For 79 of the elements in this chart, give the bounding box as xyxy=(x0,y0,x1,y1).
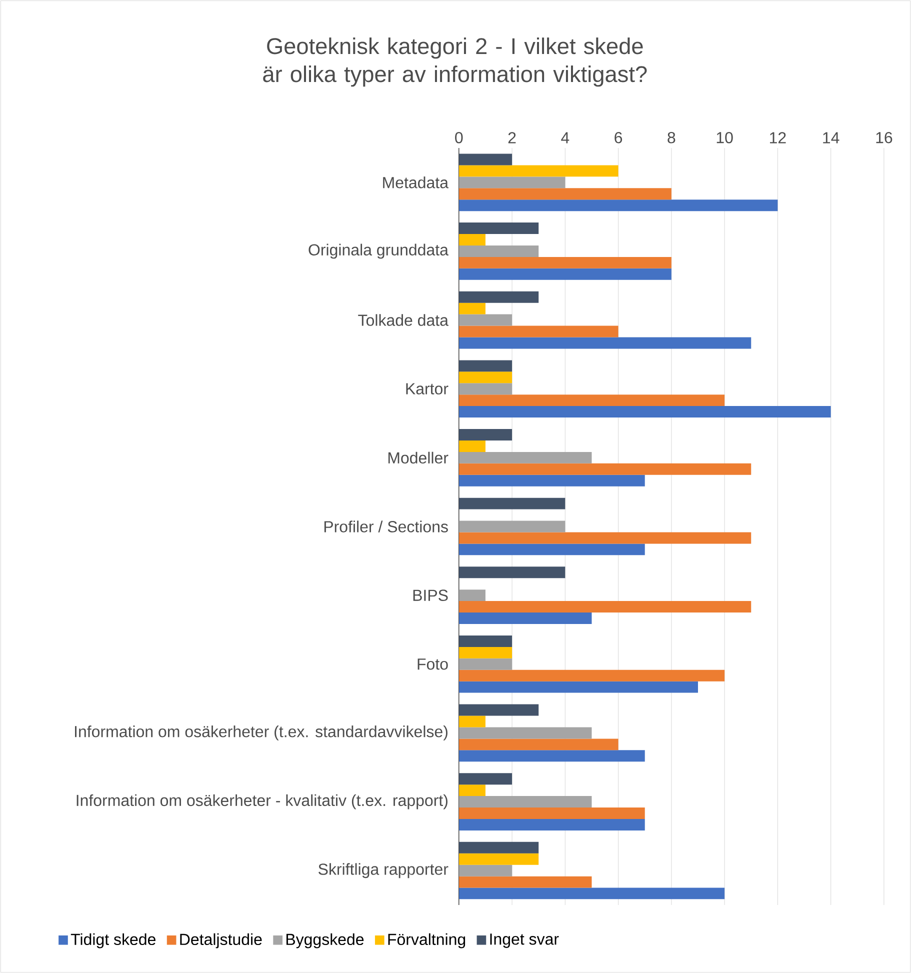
bar xyxy=(458,176,566,188)
bar xyxy=(458,566,566,578)
bar xyxy=(458,268,672,280)
bar xyxy=(458,842,539,854)
bar xyxy=(458,796,592,808)
bar xyxy=(458,440,486,452)
legend-label: Byggskede xyxy=(286,933,364,948)
bar xyxy=(458,498,566,510)
bar xyxy=(458,601,752,613)
x-tick-label: 10 xyxy=(716,132,733,144)
bar xyxy=(458,429,512,440)
bar xyxy=(458,544,645,556)
x-tick-label: 6 xyxy=(614,132,622,144)
bar xyxy=(458,716,486,728)
bar xyxy=(458,888,725,900)
y-tick-label: Tolkade data xyxy=(358,314,449,326)
bar xyxy=(458,704,539,716)
bar xyxy=(458,520,566,532)
bar xyxy=(458,394,725,406)
bar xyxy=(458,360,512,372)
bar xyxy=(458,245,539,257)
legend-label: Inget svar xyxy=(490,934,559,948)
y-tick-label: Metadata xyxy=(383,176,449,188)
y-tick-label: Skriftliga rapporter xyxy=(318,863,448,878)
bar xyxy=(458,853,539,865)
x-tick-label: 14 xyxy=(823,132,840,144)
x-tick-label: 4 xyxy=(561,132,570,144)
bar xyxy=(458,532,752,544)
bar xyxy=(458,876,592,888)
bar xyxy=(458,200,778,212)
bar xyxy=(458,314,512,326)
bar xyxy=(458,750,645,762)
bar xyxy=(458,326,618,338)
bar xyxy=(458,612,592,624)
bar xyxy=(458,165,618,177)
bar xyxy=(458,337,752,349)
x-tick-label: 8 xyxy=(668,132,676,144)
bar xyxy=(458,188,672,200)
x-tick-label: 0 xyxy=(455,132,463,144)
bar xyxy=(458,727,592,739)
bar xyxy=(458,383,512,395)
bar xyxy=(458,452,592,464)
bar xyxy=(458,302,486,314)
y-tick-label: Kartor xyxy=(406,383,448,394)
legend-label: Förvaltning xyxy=(388,933,466,948)
bar xyxy=(458,372,512,384)
bar xyxy=(458,234,486,246)
bar xyxy=(458,670,725,682)
y-tick-label: Information om osäkerheter (t.ex. standardavvikelse) xyxy=(75,726,448,740)
chart-title: Geoteknisk kategori 2 - I vilket skede är olika typer av information viktigast? xyxy=(263,38,647,87)
bar xyxy=(458,590,486,602)
y-tick-label: Originala grunddata xyxy=(308,244,449,259)
bar xyxy=(458,406,831,418)
bar xyxy=(458,222,539,234)
bar xyxy=(458,864,512,876)
bar xyxy=(458,291,539,303)
bar xyxy=(458,474,645,486)
bar xyxy=(458,808,645,819)
y-tick-label: Profiler / Sections xyxy=(324,520,448,532)
y-tick-label: BIPS xyxy=(413,590,448,601)
y-tick-label: Modeller xyxy=(388,452,448,464)
bar xyxy=(458,635,512,647)
legend-label: Detaljstudie xyxy=(180,933,262,948)
x-tick-label: 12 xyxy=(770,132,786,144)
x-tick-label: 2 xyxy=(508,132,516,144)
bar xyxy=(458,463,752,475)
bar xyxy=(458,646,512,658)
bar xyxy=(458,738,618,750)
bar xyxy=(458,784,486,796)
legend-label: Tidigt skede xyxy=(70,933,156,948)
bar xyxy=(458,256,672,268)
x-tick-label: 16 xyxy=(876,132,892,144)
y-tick-label: Foto xyxy=(418,658,448,670)
y-tick-label: Information om osäkerheter - kvalitativ (t.ex. rapport) xyxy=(76,794,448,810)
bar xyxy=(458,154,512,166)
bar xyxy=(458,773,512,785)
bar xyxy=(458,681,698,693)
bar xyxy=(458,658,512,670)
bar xyxy=(458,818,645,830)
